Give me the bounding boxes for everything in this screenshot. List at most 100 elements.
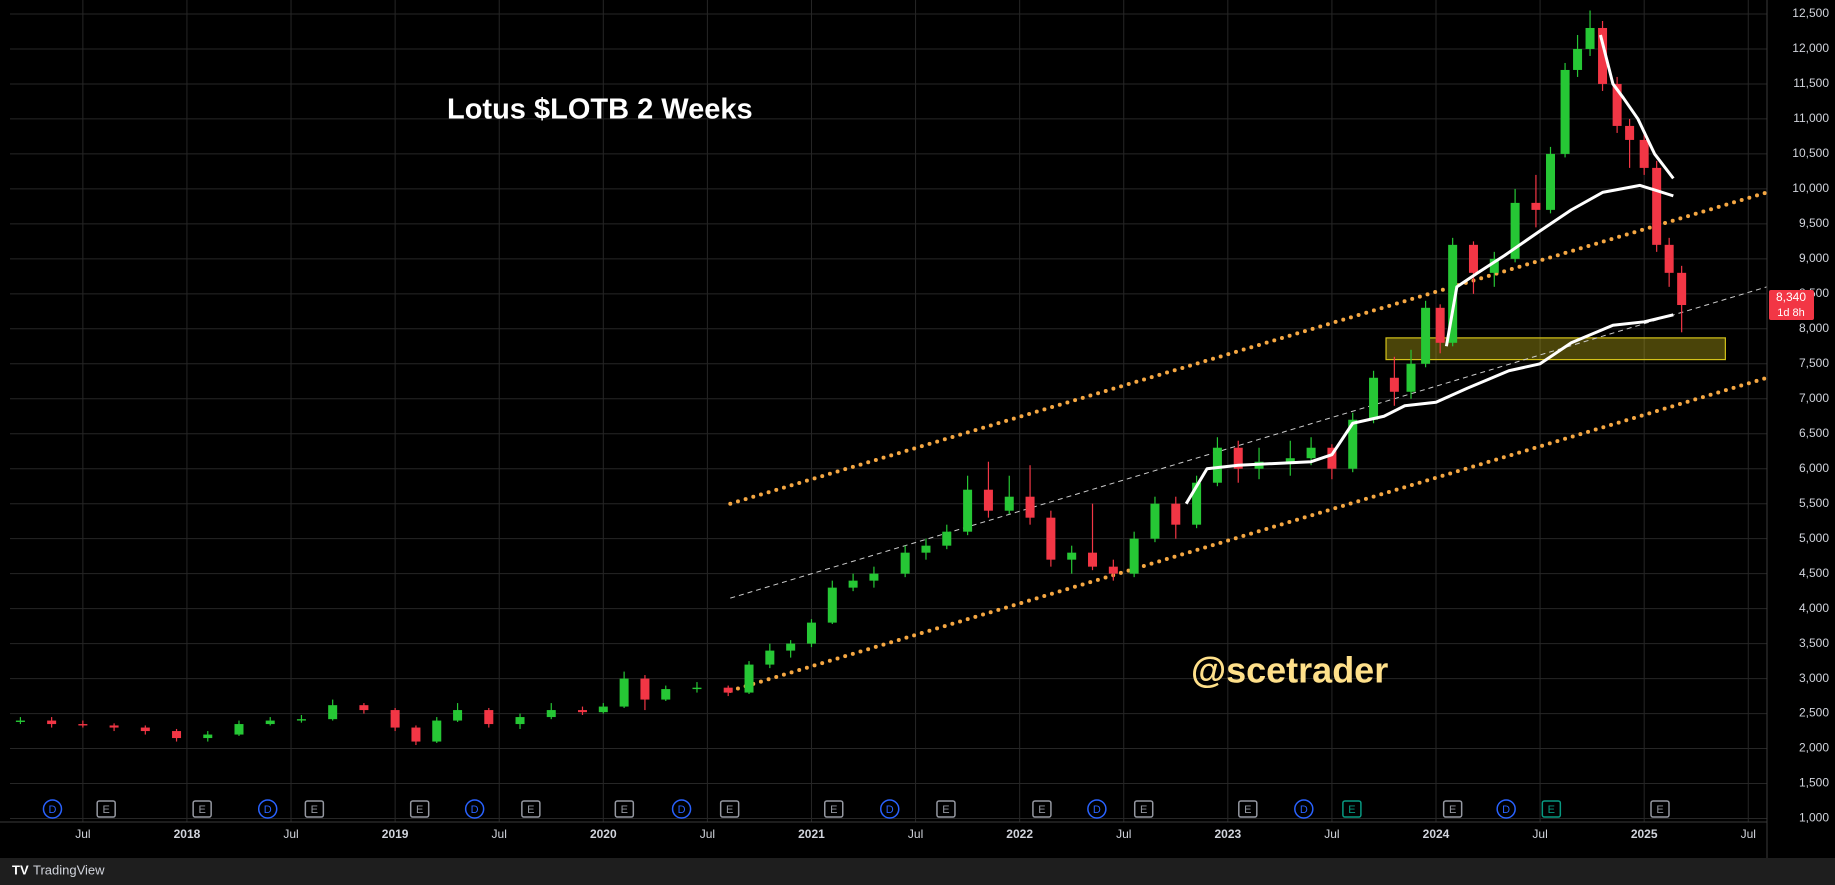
candle-body xyxy=(78,724,88,726)
y-tick-label: 7,000 xyxy=(1799,391,1829,405)
event-marker xyxy=(96,800,116,818)
event-label: E xyxy=(311,804,318,816)
event-marker xyxy=(1294,799,1314,819)
event-label: D xyxy=(471,804,479,816)
y-tick-label: 2,500 xyxy=(1799,706,1829,720)
y-tick-label: 6,000 xyxy=(1799,461,1829,475)
last-price-label: 8,340 xyxy=(1776,290,1806,304)
candle-body xyxy=(1560,69,1570,154)
candle-body xyxy=(786,643,796,651)
candle-body xyxy=(661,689,671,700)
logo-mark: TV xyxy=(12,862,29,877)
ma-line xyxy=(1184,313,1674,505)
event-label: E xyxy=(416,804,423,816)
event-marker xyxy=(1541,800,1562,818)
y-tick-label: 3,500 xyxy=(1799,636,1829,650)
event-label: E xyxy=(1548,804,1555,816)
candle-body xyxy=(109,725,119,728)
event-label: D xyxy=(1502,804,1510,816)
candle-body xyxy=(1348,419,1358,469)
candle-body xyxy=(1129,538,1139,574)
candle-body xyxy=(1192,482,1202,525)
event-marker xyxy=(936,800,956,818)
candle-body xyxy=(765,650,775,665)
candle-body xyxy=(1598,27,1608,84)
event-marker xyxy=(614,800,635,818)
y-tick-label: 10,000 xyxy=(1792,181,1829,195)
candle-body xyxy=(515,717,525,725)
candle-body xyxy=(1573,48,1583,70)
candle-body xyxy=(1327,447,1337,469)
event-label: E xyxy=(621,804,628,816)
candle-body xyxy=(484,710,494,725)
countdown-label: 1d 8h xyxy=(1777,307,1805,319)
candle-body xyxy=(296,719,306,721)
y-tick-label: 9,000 xyxy=(1799,251,1829,265)
event-marker xyxy=(304,800,325,818)
event-marker xyxy=(719,800,740,818)
plot xyxy=(15,10,1687,746)
support-zone xyxy=(1385,337,1726,361)
candle-body xyxy=(619,678,629,707)
candle-body xyxy=(1625,125,1635,140)
y-tick-label: 3,000 xyxy=(1799,671,1829,685)
candle-body xyxy=(723,687,733,693)
event-marker xyxy=(1032,800,1052,818)
candle-body xyxy=(1389,377,1399,392)
event-marker xyxy=(671,799,692,819)
candle-body xyxy=(1421,307,1431,364)
candle-body xyxy=(1108,566,1118,574)
trend-line xyxy=(728,375,1769,693)
event-marker xyxy=(1650,800,1670,818)
overlay xyxy=(728,190,1769,693)
event-label: E xyxy=(1140,804,1147,816)
x-tick-label: 2021 xyxy=(798,827,825,841)
event-label: E xyxy=(1449,804,1456,816)
candle-body xyxy=(411,727,421,742)
event-label: E xyxy=(198,804,205,816)
candle-body xyxy=(806,622,816,644)
candle-body xyxy=(692,687,702,690)
x-tick-label: Jul xyxy=(75,827,90,841)
candle-body xyxy=(1067,552,1077,560)
y-tick-label: 1,500 xyxy=(1799,776,1829,790)
trend-line xyxy=(730,286,1768,599)
candle-body xyxy=(1664,244,1674,273)
trend-line xyxy=(728,190,1769,506)
candle-body xyxy=(1212,447,1222,483)
candle-body xyxy=(140,727,150,732)
x-tick-label: Jul xyxy=(1741,827,1756,841)
candle-body xyxy=(744,664,754,693)
event-label: E xyxy=(726,804,733,816)
x-tick-label: Jul xyxy=(700,827,715,841)
candle-body xyxy=(1468,244,1478,273)
watermark: @scetrader xyxy=(1191,650,1388,691)
x-tick-label: Jul xyxy=(1324,827,1339,841)
y-tick-label: 4,000 xyxy=(1799,601,1829,615)
y-tick-label: 12,500 xyxy=(1792,6,1829,20)
x-tick-label: 2022 xyxy=(1006,827,1033,841)
candle-body xyxy=(963,489,973,532)
candle-body xyxy=(598,706,608,713)
y-tick-label: 7,500 xyxy=(1799,356,1829,370)
candle-body xyxy=(1025,496,1035,518)
y-tick-label: 10,500 xyxy=(1792,146,1829,160)
x-tick-label: 2025 xyxy=(1631,827,1658,841)
x-tick-label: 2024 xyxy=(1423,827,1450,841)
candle-body xyxy=(1088,552,1098,567)
y-tick-label: 1,000 xyxy=(1799,811,1829,825)
event-label: D xyxy=(264,804,272,816)
candle-body xyxy=(546,710,556,718)
x-tick-label: 2019 xyxy=(382,827,409,841)
y-tick-label: 5,500 xyxy=(1799,496,1829,510)
y-tick-label: 8,000 xyxy=(1799,321,1829,335)
ma-line xyxy=(1599,34,1675,180)
event-marker xyxy=(879,799,900,819)
candle-body xyxy=(1004,496,1014,511)
y-tick-label: 6,500 xyxy=(1799,426,1829,440)
event-label: E xyxy=(1656,804,1663,816)
candle-body xyxy=(1171,503,1181,525)
